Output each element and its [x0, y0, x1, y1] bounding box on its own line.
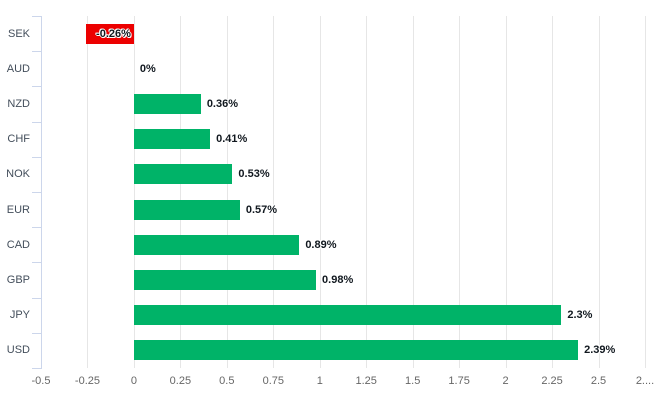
x-axis-tick-label: 1.5	[405, 375, 421, 387]
category-axis-line	[41, 16, 42, 369]
x-axis-tick-label: 0.5	[219, 375, 235, 387]
category-axis-tick	[32, 51, 41, 53]
gridline	[366, 16, 368, 368]
category-label-nok: NOK	[6, 168, 30, 181]
x-axis-tick-label: 1.25	[355, 375, 377, 387]
x-axis-tick-label: -0.5	[31, 375, 51, 387]
value-label-nzd: 0.36%	[206, 98, 239, 110]
category-axis-tick	[32, 156, 41, 158]
category-label-aud: AUD	[6, 62, 30, 75]
gridline	[226, 16, 228, 368]
bar-nok[interactable]	[133, 164, 233, 185]
x-axis-tick-label: 0.25	[169, 375, 192, 387]
bar-gbp[interactable]	[133, 270, 317, 290]
bar-sek[interactable]	[85, 23, 134, 44]
value-label-jpy: 2.3%	[567, 309, 593, 322]
category-axis-tick	[32, 262, 41, 264]
bar-eur[interactable]	[133, 199, 240, 220]
value-label-sek: -0.26%	[96, 27, 131, 40]
category-label-eur: EUR	[6, 203, 30, 216]
category-axis-tick	[32, 192, 41, 193]
category-label-sek: SEK	[7, 27, 30, 40]
category-axis-tick	[32, 86, 41, 88]
category-label-jpy: JPY	[9, 309, 30, 322]
value-label-chf: 0.41%	[216, 133, 248, 146]
x-axis-tick-label: 2.25	[541, 375, 563, 387]
category-label-chf: CHF	[7, 133, 30, 146]
category-axis-tick	[32, 16, 41, 17]
gridline	[459, 16, 461, 368]
category-axis-tick	[32, 227, 41, 229]
gridline	[505, 16, 507, 368]
bar-nzd[interactable]	[133, 94, 201, 114]
value-label-gbp: 0.98%	[322, 274, 354, 286]
gridline	[552, 16, 554, 368]
x-axis-tick-label: 2	[502, 375, 509, 387]
category-label-nzd: NZD	[7, 98, 30, 110]
value-label-nok: 0.53%	[238, 168, 270, 181]
bar-jpy[interactable]	[133, 305, 562, 326]
category-label-usd: USD	[6, 344, 30, 357]
category-label-cad: CAD	[6, 238, 30, 251]
value-label-aud: 0%	[139, 62, 156, 75]
gridline	[180, 16, 182, 368]
x-axis-tick-label: 2.5	[590, 375, 607, 387]
category-axis-tick	[32, 121, 41, 123]
x-axis-tick-label: 0.75	[262, 375, 285, 387]
gridline	[87, 16, 89, 368]
x-axis-tick-label: 1	[316, 375, 323, 387]
x-axis-tick-label: 1.75	[448, 375, 470, 387]
bar-cad[interactable]	[133, 234, 300, 255]
gridline	[412, 16, 414, 368]
category-axis-tick	[32, 368, 41, 369]
gridline	[644, 16, 646, 368]
bar-usd[interactable]	[133, 340, 579, 361]
gridline	[133, 16, 135, 368]
x-axis-tick-label: 2....	[635, 375, 655, 387]
value-label-usd: 2.39%	[584, 344, 616, 357]
value-label-cad: 0.89%	[305, 238, 337, 251]
value-label-eur: 0.57%	[245, 203, 278, 216]
gridline	[598, 16, 600, 368]
gridline	[273, 16, 275, 368]
category-label-gbp: GBP	[6, 274, 30, 286]
bar-chf[interactable]	[133, 129, 211, 150]
category-axis-tick	[32, 297, 41, 299]
x-axis-tick-label: -0.25	[74, 375, 100, 387]
category-axis-tick	[32, 332, 41, 334]
x-axis-tick-label: 0	[130, 375, 137, 387]
gridline	[319, 16, 321, 368]
